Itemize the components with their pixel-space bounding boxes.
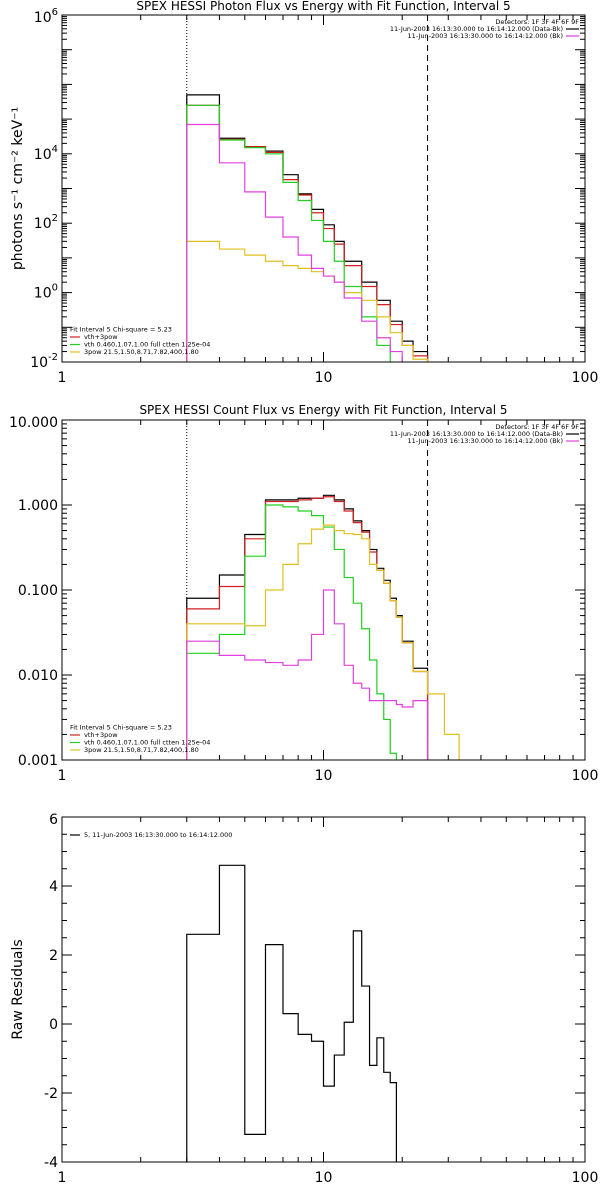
legend-entry: 3pow 21.5,1.50,8.71,7.82,400,1.80 bbox=[84, 746, 199, 754]
y-tick-base: 10 bbox=[34, 216, 52, 232]
chart-title: SPEX HESSI Photon Flux vs Energy with Fi… bbox=[136, 0, 510, 13]
y-tick-base: 10 bbox=[34, 286, 52, 302]
series-line-3 bbox=[186, 504, 397, 760]
y-tick-label: 10-2 bbox=[30, 352, 58, 371]
y-tick-label: 0.001 bbox=[18, 753, 58, 769]
series-line-4 bbox=[186, 240, 429, 362]
series-line-4 bbox=[186, 524, 460, 760]
chart-panel-3: 1 10 100 -4 -2 0 2 4 6 Raw Residuals 5, 11-Jun-200… bbox=[10, 812, 598, 1186]
chart-title: SPEX HESSI Count Flux vs Energy with Fit… bbox=[139, 403, 507, 417]
series-group bbox=[186, 864, 397, 1162]
series-line-1 bbox=[186, 864, 397, 1162]
series-line-2 bbox=[186, 104, 429, 362]
y-axis-ticks bbox=[62, 16, 585, 363]
plot-frame bbox=[61, 14, 586, 363]
y-tick-label: 106 bbox=[34, 7, 58, 26]
y-axis-label: Raw Residuals bbox=[10, 939, 26, 1039]
header-line: 11-Jun-2003 16:13:30.000 to 16:14:12.000… bbox=[390, 25, 563, 33]
series-line-1 bbox=[186, 94, 429, 362]
y-tick-exponent: 6 bbox=[52, 7, 58, 18]
y-tick-label: 100 bbox=[34, 283, 58, 302]
series-line-1 bbox=[186, 494, 429, 760]
y-tick-base: 10 bbox=[30, 355, 48, 371]
y-tick-label: 4 bbox=[49, 879, 58, 895]
y-tick-label: 0 bbox=[49, 1017, 58, 1033]
header-line: 11-Jun-2003 16:13:30.000 to 16:14:12.000… bbox=[408, 32, 563, 40]
y-tick-label: 6 bbox=[49, 812, 58, 828]
x-axis-ticks bbox=[61, 420, 574, 760]
x-tick-label: 10 bbox=[315, 1170, 333, 1186]
x-tick-label: 100 bbox=[572, 1170, 599, 1186]
legend-entry: vth 0.460,1.07,1.00 full ctten 1.25e-04 bbox=[84, 341, 210, 349]
legend-entry: Fit Interval 5 Chi-square = 5.23 bbox=[70, 326, 172, 334]
y-tick-exponent: 0 bbox=[52, 283, 58, 294]
x-tick-label: 1 bbox=[58, 1170, 67, 1186]
x-tick-label: 1 bbox=[58, 370, 67, 386]
x-tick-label: 10 bbox=[315, 768, 333, 784]
chart-panel-2: SPEX HESSI Count Flux vs Energy with Fit… bbox=[9, 403, 598, 784]
y-axis-label: photons s⁻¹ cm⁻² keV⁻¹ bbox=[10, 107, 26, 270]
legend-entry: Fit Interval 5 Chi-square = 5.23 bbox=[70, 724, 172, 732]
y-tick-label: 102 bbox=[34, 213, 58, 232]
plot-frame bbox=[61, 816, 586, 1163]
x-tick-label: 1 bbox=[58, 768, 67, 784]
legend-entry: 3pow 21.5,1.50,8.71,7.82,400,1.80 bbox=[84, 348, 199, 356]
y-tick-base: 10 bbox=[34, 10, 52, 26]
y-tick-label: 10.000 bbox=[9, 415, 58, 431]
y-tick-exponent: 4 bbox=[52, 144, 58, 155]
legend-entry: vth+3pow bbox=[84, 333, 118, 341]
legend-entry: 5, 11-Jun-2003 16:13:30.000 to 16:14:12.… bbox=[84, 831, 232, 839]
y-tick-label: 1.000 bbox=[18, 498, 58, 514]
y-axis-ticks bbox=[62, 423, 585, 761]
chart-panel-1: SPEX HESSI Photon Flux vs Energy with Fi… bbox=[10, 0, 598, 386]
series-line-5 bbox=[186, 123, 403, 362]
y-tick-exponent: 2 bbox=[52, 213, 58, 224]
x-axis-ticks bbox=[61, 817, 574, 1162]
header-line: 11-Jun-2003 16:13:30.000 to 16:14:12.000… bbox=[408, 437, 563, 445]
series-group bbox=[186, 94, 429, 362]
legend-entry: vth 0.460,1.07,1.00 full ctten 1.25e-04 bbox=[84, 739, 210, 747]
series-group bbox=[186, 494, 460, 760]
plot-frame bbox=[61, 419, 586, 761]
y-tick-label: -4 bbox=[44, 1155, 58, 1171]
header-line: Detectors: 1F 3F 4F 6F 9F bbox=[495, 18, 579, 26]
y-tick-base: 10 bbox=[34, 147, 52, 163]
y-tick-label: 0.100 bbox=[18, 583, 58, 599]
y-tick-label: -2 bbox=[44, 1086, 58, 1102]
y-axis-ticks bbox=[62, 816, 585, 1163]
y-tick-exponent: -2 bbox=[48, 352, 58, 363]
y-tick-label: 0.010 bbox=[18, 668, 58, 684]
x-tick-label: 100 bbox=[572, 768, 599, 784]
x-tick-label: 10 bbox=[315, 370, 333, 386]
y-tick-label: 104 bbox=[34, 144, 58, 163]
legend-entry: vth+3pow bbox=[84, 731, 118, 739]
series-line-5 bbox=[186, 589, 429, 760]
header-line: Detectors: 1F 3F 4F 6F 9F bbox=[495, 423, 579, 431]
series-line-2 bbox=[186, 496, 429, 760]
y-tick-label: 2 bbox=[49, 948, 58, 964]
x-axis-ticks bbox=[61, 15, 574, 362]
x-tick-label: 100 bbox=[572, 370, 599, 386]
header-line: 11-Jun-2003 16:13:30.000 to 16:14:12.000… bbox=[390, 430, 563, 438]
